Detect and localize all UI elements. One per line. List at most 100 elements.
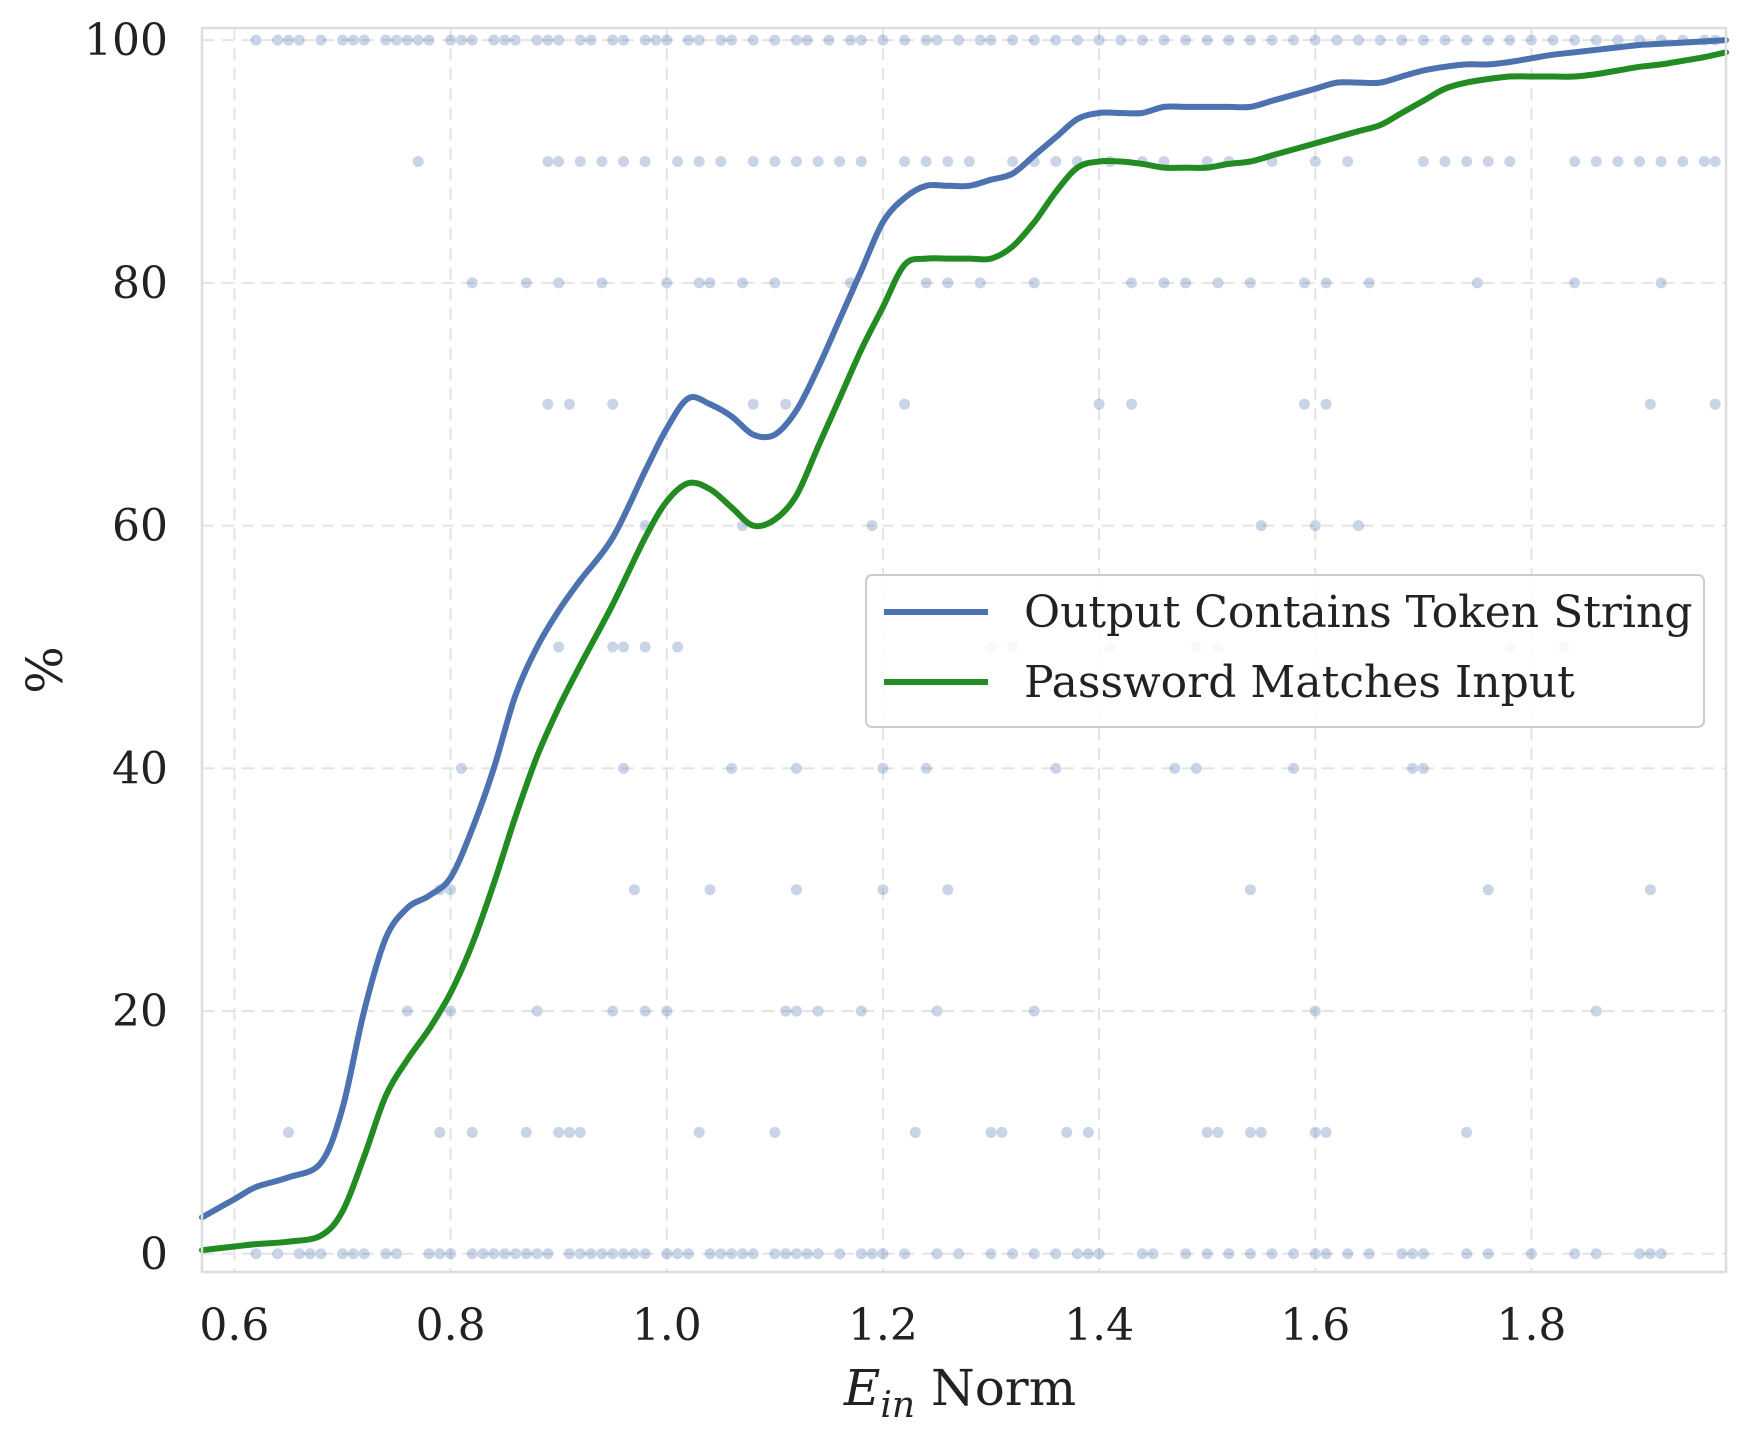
scatter-point: [1223, 34, 1235, 46]
scatter-point: [1320, 277, 1332, 289]
scatter-point: [391, 1248, 403, 1260]
scatter-point: [1547, 34, 1559, 46]
scatter-point: [693, 277, 705, 289]
scatter-point: [1504, 156, 1516, 168]
scatter-point: [747, 34, 759, 46]
scatter-point: [1298, 277, 1310, 289]
scatter-point: [855, 1005, 867, 1017]
scatter-point: [1309, 520, 1321, 532]
scatter-point: [509, 1248, 521, 1260]
scatter-point: [801, 34, 813, 46]
scatter-point: [574, 156, 586, 168]
scatter-point: [1461, 156, 1473, 168]
scatter-point: [1158, 34, 1170, 46]
series-line-password-matches-input: [199, 49, 1729, 1254]
x-tick-label: 1.2: [848, 1300, 918, 1351]
scatter-point: [293, 34, 305, 46]
scatter-point: [790, 1248, 802, 1260]
scatter-point: [1374, 34, 1386, 46]
scatter-point: [423, 34, 435, 46]
legend-label-output-contains-token-string: Output Contains Token String: [1024, 587, 1693, 638]
plot-frame: [200, 26, 1728, 1274]
scatter-point: [1244, 1248, 1256, 1260]
scatter-point: [1050, 156, 1062, 168]
scatter-point: [704, 277, 716, 289]
scatter-point: [1677, 156, 1689, 168]
scatter-point: [391, 34, 403, 46]
scatter-point: [1050, 762, 1062, 774]
scatter-point: [1071, 1248, 1083, 1260]
scatter-point: [347, 34, 359, 46]
scatter-point: [834, 1248, 846, 1260]
scatter-point: [553, 641, 565, 653]
scatter-point: [920, 34, 932, 46]
scatter-point: [639, 34, 651, 46]
scatter-point: [1471, 277, 1483, 289]
scatter-point: [358, 34, 370, 46]
scatter-point: [1028, 1005, 1040, 1017]
scatter-point: [1439, 34, 1451, 46]
scatter-point: [531, 1005, 543, 1017]
scatter-point: [1050, 1248, 1062, 1260]
legend-label-password-matches-input: Password Matches Input: [1024, 657, 1575, 708]
scatter-point: [542, 156, 554, 168]
scatter-point: [1320, 1126, 1332, 1138]
scatter-point: [1093, 34, 1105, 46]
scatter-point: [563, 1248, 575, 1260]
scatter-point: [953, 1248, 965, 1260]
scatter-point: [304, 1248, 316, 1260]
scatter-point: [1590, 1005, 1602, 1017]
scatter-point: [553, 156, 565, 168]
scatter-point: [628, 1248, 640, 1260]
y-tick-label: 20: [112, 986, 168, 1037]
scatter-point: [715, 156, 727, 168]
scatter-point: [423, 1248, 435, 1260]
scatter-point: [1136, 34, 1148, 46]
scatter-point: [455, 762, 467, 774]
scatter-point: [1244, 1126, 1256, 1138]
scatter-point: [466, 1248, 478, 1260]
scatter-point: [607, 398, 619, 410]
scatter-point: [1482, 34, 1494, 46]
scatter-point: [1180, 1248, 1192, 1260]
scatter-point: [542, 34, 554, 46]
scatter-point: [1190, 762, 1202, 774]
scatter-point: [693, 156, 705, 168]
scatter-point: [726, 34, 738, 46]
scatter-point: [574, 1126, 586, 1138]
scatter-point: [520, 1126, 532, 1138]
scatter-point: [1136, 1248, 1148, 1260]
scatter-point: [780, 1248, 792, 1260]
scatter-point: [1244, 884, 1256, 896]
scatter-point: [1439, 156, 1451, 168]
scatter-point: [553, 277, 565, 289]
scatter-point: [618, 34, 630, 46]
scatter-point: [1342, 1248, 1354, 1260]
scatter-point: [618, 762, 630, 774]
scatter-point: [434, 1248, 446, 1260]
x-axis-title-rest: Norm: [915, 1359, 1076, 1417]
scatter-point: [931, 1005, 943, 1017]
scatter-point: [704, 1248, 716, 1260]
scatter-point: [1709, 398, 1721, 410]
scatter-point: [812, 1248, 824, 1260]
scatter-point: [445, 1248, 457, 1260]
scatter-point: [445, 884, 457, 896]
scatter-point: [1028, 34, 1040, 46]
scatter-point: [337, 1248, 349, 1260]
scatter-point: [1309, 1126, 1321, 1138]
scatter-point: [780, 1005, 792, 1017]
scatter-point: [1050, 34, 1062, 46]
scatter-point: [661, 34, 673, 46]
scatter-point: [1288, 34, 1300, 46]
scatter-point: [963, 156, 975, 168]
scatter-point: [401, 1005, 413, 1017]
scatter-point: [736, 1248, 748, 1260]
scatter-point: [866, 520, 878, 532]
scatter-point: [1644, 1248, 1656, 1260]
scatter-point: [1461, 1126, 1473, 1138]
scatter-point: [488, 34, 500, 46]
scatter-point: [920, 762, 932, 774]
scatter-point: [1288, 1248, 1300, 1260]
scatter-point: [790, 884, 802, 896]
